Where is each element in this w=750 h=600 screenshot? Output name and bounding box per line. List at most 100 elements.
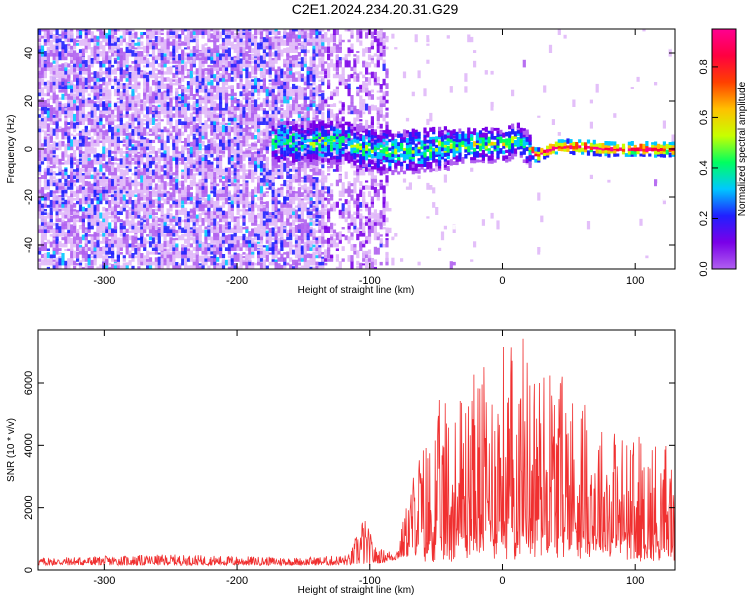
heatmap-cell [245, 66, 249, 71]
heatmap-cell [259, 172, 264, 176]
heatmap-cell [181, 57, 185, 64]
heatmap-cell [143, 163, 147, 169]
heatmap-cell [312, 240, 316, 244]
heatmap-cell [227, 97, 231, 100]
heatmap-cell [274, 69, 278, 75]
heatmap-cell [58, 263, 62, 269]
heatmap-cell [248, 41, 252, 46]
heatmap-cell [289, 183, 293, 187]
heatmap-cell [38, 185, 42, 190]
heatmap-cell [70, 70, 74, 75]
heatmap-cell [315, 183, 319, 190]
heatmap-cell [315, 261, 319, 266]
heatmap-cell [52, 49, 56, 57]
heatmap-cell [265, 145, 269, 151]
heatmap-cell [236, 42, 240, 50]
heatmap-cell [274, 94, 278, 100]
heatmap-cell [321, 42, 325, 50]
heatmap-cell [294, 195, 299, 201]
heatmap-cell [259, 63, 264, 68]
heatmap-cell [175, 78, 179, 82]
heatmap-cell [259, 200, 264, 205]
heatmap-cell [306, 120, 310, 126]
heatmap-cell [58, 67, 62, 71]
heatmap-cell [315, 41, 319, 46]
heatmap-cell [96, 153, 100, 161]
heatmap-cell [189, 265, 193, 269]
heatmap-cell [251, 156, 255, 161]
heatmap-cell [181, 41, 185, 46]
heatmap-cell [157, 107, 161, 111]
heatmap-cell [184, 137, 188, 147]
heatmap-cell [248, 248, 252, 255]
heatmap-cell [119, 91, 123, 97]
heatmap-cell [169, 61, 173, 64]
heatmap-cell [73, 50, 77, 53]
heatmap-cell [213, 29, 217, 35]
heatmap-cell [292, 127, 296, 131]
heatmap-cell [49, 67, 53, 75]
heatmap-cell [148, 94, 153, 100]
heatmap-cell [87, 111, 91, 115]
heatmap-cell [157, 99, 161, 104]
heatmap-cell [224, 211, 229, 219]
heatmap-cell [116, 43, 120, 50]
heatmap-cell [102, 172, 106, 176]
heatmap-cell [175, 237, 179, 241]
heatmap-cell [73, 67, 77, 71]
heatmap-cell [52, 155, 56, 158]
heatmap-cell [128, 101, 132, 107]
heatmap-cell [245, 58, 249, 64]
heatmap-cell [259, 29, 264, 32]
heatmap-cell [201, 218, 205, 226]
heatmap-cell [315, 46, 319, 53]
heatmap-cell [303, 202, 307, 208]
heatmap-cell [297, 57, 301, 61]
heatmap-cell [207, 255, 211, 259]
heatmap-cell [277, 78, 281, 86]
heatmap-cell [224, 29, 229, 32]
heatmap-cell [192, 237, 196, 244]
heatmap-cell [277, 263, 281, 269]
heatmap-cell [192, 173, 196, 179]
heatmap-cell [224, 247, 229, 251]
heatmap-cell [300, 230, 304, 237]
heatmap-cell [166, 248, 170, 251]
heatmap-cell [178, 235, 182, 241]
heatmap-cell [125, 139, 129, 143]
heatmap-cell [137, 161, 141, 165]
heatmap-cell [111, 243, 115, 248]
heatmap-cell [292, 88, 296, 93]
heatmap-cell [52, 262, 56, 266]
heatmap-cell [76, 77, 80, 82]
heatmap-cell [198, 57, 202, 61]
heatmap-cell [87, 70, 91, 79]
heatmap-cell [201, 229, 205, 233]
heatmap-cell [242, 150, 246, 158]
heatmap-cell [169, 253, 173, 259]
heatmap-cell [286, 53, 290, 57]
heatmap-cell [61, 190, 65, 194]
heatmap-cell [198, 266, 202, 269]
heatmap-cell [122, 94, 126, 100]
heatmap-cell [210, 53, 214, 57]
heatmap-cell [137, 181, 141, 187]
heatmap-cell [154, 212, 158, 215]
heatmap-cell [119, 95, 123, 100]
heatmap-cell [280, 183, 284, 187]
heatmap-cell [318, 84, 322, 93]
heatmap-cell [248, 90, 252, 97]
heatmap-cell [216, 121, 220, 125]
heatmap-cell [81, 164, 85, 169]
heatmap-cell [43, 148, 47, 154]
heatmap-cell [61, 237, 65, 241]
heatmap-cell [55, 134, 59, 140]
heatmap-cell [297, 187, 301, 190]
heatmap-cell [324, 159, 328, 162]
heatmap-cell [49, 241, 53, 248]
heatmap-cell [49, 85, 53, 93]
heatmap-cell [297, 61, 301, 64]
heatmap-cell [216, 183, 220, 187]
heatmap-cell [105, 115, 109, 122]
heatmap-cell [46, 107, 50, 111]
